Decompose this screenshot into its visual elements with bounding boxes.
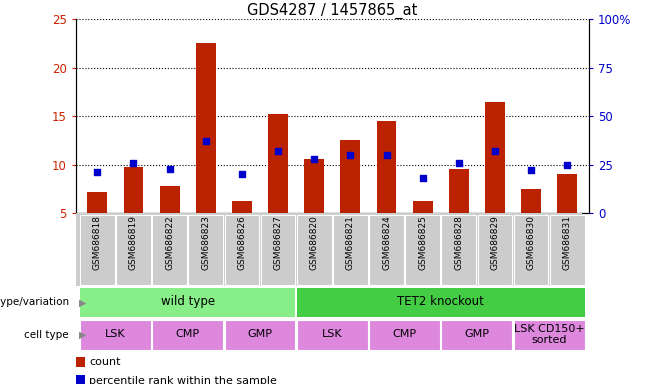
Bar (413, 200, 432, 213)
Point (417, 175, 428, 181)
Point (309, 156, 320, 162)
Text: GSM686831: GSM686831 (563, 215, 572, 270)
Bar (160, 186, 180, 213)
Point (562, 162, 572, 168)
Text: GSM686818: GSM686818 (93, 215, 102, 270)
Bar (261, 215, 295, 285)
Text: CMP: CMP (393, 329, 417, 339)
Bar (514, 215, 548, 285)
Bar (485, 102, 505, 213)
Text: GSM686821: GSM686821 (346, 215, 355, 270)
Text: GSM686823: GSM686823 (201, 215, 211, 270)
Text: cell type: cell type (24, 330, 69, 340)
Bar (514, 320, 584, 350)
Bar (80, 215, 114, 285)
Text: CMP: CMP (176, 329, 200, 339)
Text: LSK: LSK (105, 329, 126, 339)
Text: GSM686827: GSM686827 (274, 215, 282, 270)
Text: ▶: ▶ (79, 330, 86, 340)
Point (526, 167, 536, 174)
Text: TET2 knockout: TET2 knockout (397, 295, 484, 308)
Bar (376, 121, 396, 213)
Bar (521, 189, 541, 213)
Point (345, 152, 355, 158)
Bar (224, 320, 295, 350)
Point (237, 171, 247, 177)
Point (164, 166, 175, 172)
Bar (224, 215, 259, 285)
Bar (188, 215, 223, 285)
Bar (449, 169, 468, 213)
Point (92, 169, 103, 175)
Bar (297, 320, 368, 350)
Text: GMP: GMP (247, 329, 272, 339)
Text: GSM686824: GSM686824 (382, 215, 391, 270)
Bar (80, 288, 295, 317)
Bar (152, 215, 187, 285)
Bar (124, 167, 143, 213)
Bar (268, 114, 288, 213)
Bar (304, 159, 324, 213)
Text: genotype/variation: genotype/variation (0, 297, 69, 308)
Bar (116, 215, 151, 285)
Bar (196, 43, 216, 213)
Text: GSM686820: GSM686820 (310, 215, 318, 270)
Bar (76, 357, 85, 367)
Bar (88, 192, 107, 213)
Text: GMP: GMP (465, 329, 490, 339)
Text: ▶: ▶ (79, 297, 86, 308)
Bar (557, 174, 577, 213)
Text: count: count (89, 357, 120, 367)
Bar (340, 141, 361, 213)
Bar (232, 200, 252, 213)
Bar (369, 215, 404, 285)
Text: LSK: LSK (322, 329, 343, 339)
Bar (369, 320, 440, 350)
Title: GDS4287 / 1457865_at: GDS4287 / 1457865_at (247, 3, 417, 19)
Point (381, 152, 392, 158)
Text: percentile rank within the sample: percentile rank within the sample (89, 376, 277, 384)
Bar (442, 215, 476, 285)
Text: GSM686822: GSM686822 (165, 215, 174, 270)
Text: wild type: wild type (161, 295, 215, 308)
Text: GSM686830: GSM686830 (526, 215, 536, 270)
Text: LSK CD150+
sorted: LSK CD150+ sorted (514, 324, 584, 345)
Point (490, 148, 500, 154)
Text: GSM686828: GSM686828 (454, 215, 463, 270)
Bar (76, 375, 85, 384)
Bar (297, 288, 584, 317)
Bar (297, 215, 332, 285)
Bar (478, 215, 513, 285)
Bar (405, 215, 440, 285)
Text: GSM686825: GSM686825 (418, 215, 427, 270)
Text: GSM686826: GSM686826 (238, 215, 247, 270)
Point (453, 160, 464, 166)
Bar (152, 320, 223, 350)
Point (128, 160, 139, 166)
Point (201, 138, 211, 144)
Bar (442, 320, 513, 350)
Bar (333, 215, 368, 285)
Bar (80, 320, 151, 350)
Text: GSM686829: GSM686829 (490, 215, 499, 270)
Text: GSM686819: GSM686819 (129, 215, 138, 270)
Point (273, 148, 284, 154)
Bar (550, 215, 584, 285)
